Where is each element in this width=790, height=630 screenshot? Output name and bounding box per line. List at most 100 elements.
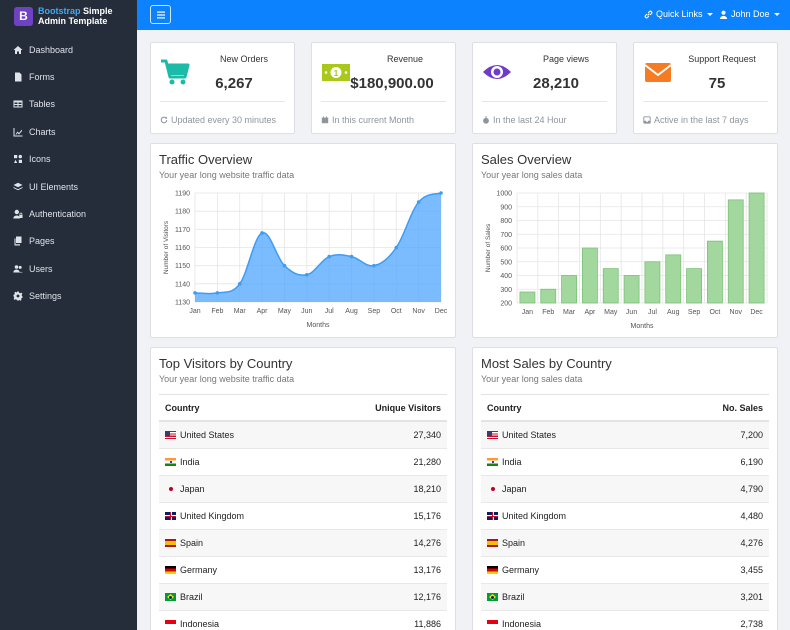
quick-links-dropdown[interactable]: Quick Links bbox=[644, 9, 713, 19]
sidebar-item-users[interactable]: Users bbox=[0, 255, 137, 282]
country-name: Indonesia bbox=[502, 619, 542, 629]
x-axis-label: Months bbox=[307, 322, 330, 329]
y-tick-label: 1170 bbox=[175, 227, 190, 234]
data-point bbox=[372, 263, 376, 268]
table-row: United States 7,200 bbox=[481, 422, 769, 449]
bar bbox=[519, 291, 536, 304]
most-sales-panel: Most Sales by Country Your year long sal… bbox=[472, 347, 778, 630]
x-tick-label: Aug bbox=[345, 308, 358, 315]
x-tick-label: Nov bbox=[730, 309, 743, 316]
sidebar-item-label: UI Elements bbox=[29, 181, 79, 192]
x-tick-label: Dec bbox=[750, 309, 763, 316]
table-row: Germany 13,176 bbox=[159, 557, 447, 584]
x-tick-label: May bbox=[278, 308, 292, 315]
y-tick-label: 1180 bbox=[175, 209, 190, 216]
link-icon bbox=[644, 10, 653, 18]
sidebar-item-authentication[interactable]: Authentication bbox=[0, 200, 137, 227]
y-axis-label: Number of Visitors bbox=[163, 220, 170, 274]
stat-card-page-views: Page views 28,210 In the last 24 Hour bbox=[472, 42, 617, 134]
country-name: Germany bbox=[502, 565, 540, 575]
stat-footer-text: In this current Month bbox=[332, 115, 415, 125]
stat-title: Revenue bbox=[386, 54, 424, 64]
brand-name-line1a: Bootstrap bbox=[38, 6, 81, 16]
sidebar-item-pages[interactable]: Pages bbox=[0, 228, 137, 255]
sidebar-item-label: Settings bbox=[29, 291, 62, 302]
table-header: Country Unique Visitors bbox=[159, 394, 447, 422]
brand[interactable]: B Bootstrap Simple Admin Template bbox=[0, 0, 137, 32]
sidebar-item-icons[interactable]: Icons bbox=[0, 146, 137, 173]
stat-card-support-request: Support Request 75 Active in the last 7 … bbox=[633, 42, 778, 134]
value-cell: 11,886 bbox=[414, 619, 441, 629]
value-cell: 13,176 bbox=[413, 565, 441, 575]
brand-name-line1b: Simple bbox=[80, 6, 113, 16]
x-tick-label: Feb bbox=[542, 309, 554, 316]
bar bbox=[748, 192, 765, 304]
stat-footer-text: In the last 24 Hour bbox=[493, 115, 567, 125]
flag-jp-icon bbox=[165, 485, 176, 493]
value-cell: 4,480 bbox=[740, 511, 763, 521]
traffic-area bbox=[195, 193, 441, 302]
brand-name: Bootstrap Simple Admin Template bbox=[38, 6, 113, 26]
flag-gb-icon bbox=[487, 512, 498, 520]
x-axis-label: Months bbox=[631, 323, 654, 330]
y-axis-label: Number of Sales bbox=[485, 223, 492, 272]
table-row: Indonesia 11,886 bbox=[159, 611, 447, 630]
country-name: India bbox=[502, 457, 522, 467]
value-cell: 3,201 bbox=[740, 592, 763, 602]
sidebar-item-charts[interactable]: Charts bbox=[0, 118, 137, 145]
sidebar-item-label: Authentication bbox=[29, 209, 87, 220]
sidebar-item-tables[interactable]: Tables bbox=[0, 91, 137, 118]
data-point bbox=[327, 254, 331, 259]
table-row: United States 27,340 bbox=[159, 422, 447, 449]
sales-grid bbox=[516, 192, 768, 304]
sidebar-item-ui-elements[interactable]: UI Elements bbox=[0, 173, 137, 200]
flag-us-icon bbox=[487, 431, 498, 439]
y-tick-label: 1190 bbox=[175, 191, 190, 198]
table-row: Spain 4,276 bbox=[481, 530, 769, 557]
country-name: Japan bbox=[180, 484, 205, 494]
y-tick-label: 1150 bbox=[175, 263, 190, 270]
data-point bbox=[394, 245, 399, 250]
stat-footer: Updated every 30 minutes bbox=[160, 115, 276, 125]
data-point bbox=[416, 200, 421, 204]
chevron-down-icon bbox=[706, 12, 713, 16]
country-cell: Brazil bbox=[165, 592, 203, 602]
y-tick-label: 300 bbox=[500, 287, 512, 294]
hamburger-icon bbox=[156, 11, 165, 18]
y-tick-label: 400 bbox=[500, 273, 512, 280]
flag-de-icon bbox=[487, 566, 498, 574]
table-row: Japan 18,210 bbox=[159, 476, 447, 503]
value-cell: 14,276 bbox=[413, 538, 441, 548]
panel-title: Traffic Overview bbox=[159, 152, 253, 167]
bar bbox=[602, 268, 619, 304]
table-row: Germany 3,455 bbox=[481, 557, 769, 584]
country-name: Brazil bbox=[180, 592, 203, 602]
calendar-icon bbox=[321, 116, 329, 124]
shopping-cart-icon bbox=[161, 59, 190, 85]
x-tick-label: Oct bbox=[391, 308, 402, 315]
user-menu-dropdown[interactable]: John Doe bbox=[719, 9, 780, 19]
x-tick-label: Jun bbox=[301, 308, 312, 315]
sidebar-item-dashboard[interactable]: Dashboard bbox=[0, 36, 137, 63]
sidebar-item-label: Dashboard bbox=[29, 44, 74, 55]
panel-title: Most Sales by Country bbox=[481, 356, 612, 371]
x-tick-label: Oct bbox=[709, 309, 720, 316]
data-point bbox=[439, 191, 443, 195]
y-tick-label: 1140 bbox=[175, 281, 190, 288]
panel-subtitle: Your year long website traffic data bbox=[159, 374, 295, 384]
menu-toggle-button[interactable] bbox=[150, 5, 171, 24]
stat-card-new-orders: New Orders 6,267 Updated every 30 minute… bbox=[150, 42, 295, 134]
copy-icon bbox=[14, 236, 22, 246]
x-tick-label: Feb bbox=[211, 308, 223, 315]
country-name: United States bbox=[180, 430, 235, 440]
icons-icon bbox=[14, 155, 22, 164]
data-point bbox=[282, 263, 287, 268]
country-cell: Indonesia bbox=[165, 619, 219, 629]
stopwatch-icon bbox=[483, 116, 489, 124]
sidebar-item-forms[interactable]: Forms bbox=[0, 63, 137, 90]
sidebar-item-settings[interactable]: Settings bbox=[0, 283, 137, 310]
value-cell: 12,176 bbox=[413, 592, 441, 602]
divider bbox=[160, 101, 285, 102]
x-tick-label: Jul bbox=[325, 308, 334, 315]
country-cell: Germany bbox=[487, 565, 539, 575]
